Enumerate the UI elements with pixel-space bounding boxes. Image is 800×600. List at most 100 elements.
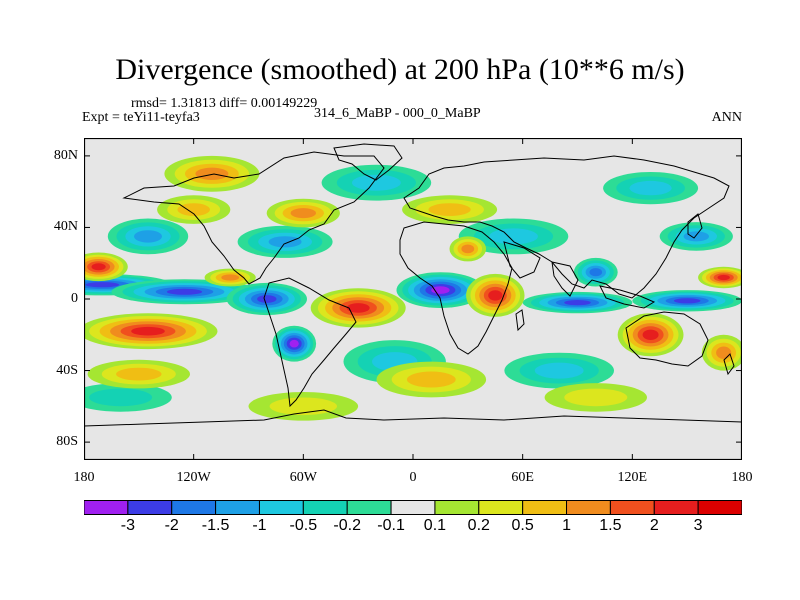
- field-feature-2: [226, 282, 307, 316]
- x-tick-label: 180: [731, 470, 753, 485]
- field-feature-24: [204, 268, 256, 287]
- field-feature-31: [376, 361, 487, 398]
- contour-fill: [257, 295, 277, 303]
- coastline-india: [551, 261, 579, 297]
- divergence-map: [84, 138, 742, 460]
- contour-fill: [85, 282, 120, 288]
- colorbar: [84, 500, 742, 515]
- colorbar-box: [215, 500, 260, 515]
- x-tick-label: 0: [409, 470, 417, 485]
- field-feature-7: [573, 257, 618, 287]
- colorbar-label: 0.2: [467, 517, 490, 534]
- colorbar-box: [697, 500, 742, 515]
- colorbar-label: -1: [252, 517, 267, 534]
- field-feature-10: [659, 222, 733, 251]
- colorbar-label: -1.5: [201, 517, 230, 534]
- field-feature-14: [321, 164, 432, 201]
- contour-fill: [290, 208, 316, 219]
- colorbar-boxes: [84, 500, 742, 515]
- colorbar-box: [609, 500, 655, 515]
- field-feature-20: [466, 273, 525, 317]
- field-feature-16: [84, 383, 172, 412]
- colorbar-box: [171, 500, 217, 515]
- y-tick-label: 40N: [53, 219, 78, 235]
- chart-title: Divergence (smoothed) at 200 hPa (10**6 …: [115, 53, 685, 86]
- field-feature-22: [698, 266, 742, 289]
- field-feature-27: [164, 155, 260, 192]
- coastline-europe-asia: [403, 155, 730, 299]
- y-tick-label: 80N: [53, 147, 78, 163]
- x-tick-label: 180: [73, 470, 95, 485]
- contour-fill: [564, 300, 591, 306]
- field-feature-17: [84, 313, 218, 350]
- field-feature-19: [310, 288, 406, 328]
- season-label: ANN: [711, 110, 742, 125]
- contour-fill: [534, 362, 584, 379]
- coastline-south-america: [263, 277, 357, 408]
- contour-fill: [428, 203, 471, 216]
- colorbar-box: [522, 500, 568, 515]
- colorbar-label: -0.1: [377, 517, 405, 534]
- colorbar-label: 3: [693, 517, 703, 534]
- contour-fill: [352, 174, 401, 191]
- contour-fill: [629, 180, 672, 196]
- colorbar-box: [390, 500, 436, 515]
- x-tick-label: 60W: [289, 470, 317, 485]
- coastline-new-zealand: [723, 353, 735, 376]
- divergence-field: [84, 155, 742, 421]
- colorbar-box: [84, 500, 129, 515]
- contour-fill: [589, 268, 603, 277]
- coastline-antarctica: [84, 409, 742, 427]
- contour-fill: [642, 329, 659, 340]
- contour-fill: [673, 298, 701, 304]
- colorbar-label: 0.5: [511, 517, 534, 534]
- colorbar-label: 1: [562, 517, 571, 534]
- coastline-arabia: [503, 241, 541, 279]
- field-feature-11: [458, 218, 569, 255]
- colorbar-box: [566, 500, 611, 515]
- contour-fill: [91, 263, 106, 271]
- contour-fill: [177, 203, 210, 216]
- contour-fill: [683, 231, 709, 242]
- x-tick-label: 120W: [176, 470, 211, 485]
- field-feature-32: [544, 383, 647, 412]
- contour-fill: [431, 286, 450, 294]
- colorbar-box: [127, 500, 173, 515]
- experiment-label: Expt = teYi11-teyfa3: [82, 110, 200, 125]
- field-feature-5: [522, 291, 633, 314]
- contour-fill: [289, 339, 299, 348]
- contour-fill: [195, 167, 229, 180]
- contour-fill: [89, 388, 153, 407]
- field-feature-4: [396, 272, 485, 308]
- coastline-north-america: [122, 151, 385, 285]
- coastline-japan: [687, 213, 703, 239]
- contour-fill: [166, 288, 203, 295]
- field-feature-15: [603, 172, 699, 205]
- field-feature-13: [504, 352, 614, 389]
- coastline-greenland: [333, 143, 403, 181]
- colorbar-box: [434, 500, 480, 515]
- period-label: 314_6_MaBP - 000_0_MaBP: [314, 106, 481, 121]
- y-tick-label: 40S: [56, 362, 78, 378]
- colorbar-box: [302, 500, 348, 515]
- contour-fill: [488, 290, 503, 301]
- colorbar-box: [478, 500, 524, 515]
- contour-fill: [461, 244, 475, 254]
- coastline-australia: [625, 311, 709, 367]
- contour-fill: [116, 367, 162, 381]
- field-feature-9: [237, 225, 333, 258]
- colorbar-label: -3: [120, 517, 135, 534]
- field-feature-23: [266, 198, 340, 228]
- field-feature-28: [402, 195, 498, 224]
- colorbar-box: [346, 500, 392, 515]
- contour-fill: [346, 303, 370, 313]
- colorbar-box: [258, 500, 304, 515]
- colorbar-label: -0.5: [289, 517, 318, 534]
- contour-fill: [134, 230, 162, 243]
- colorbar-box: [653, 500, 699, 515]
- field-feature-3: [272, 325, 317, 362]
- field-feature-6: [632, 290, 742, 312]
- coastline-indonesia: [599, 285, 656, 309]
- contour-fill: [717, 274, 730, 281]
- field-feature-18: [84, 252, 128, 282]
